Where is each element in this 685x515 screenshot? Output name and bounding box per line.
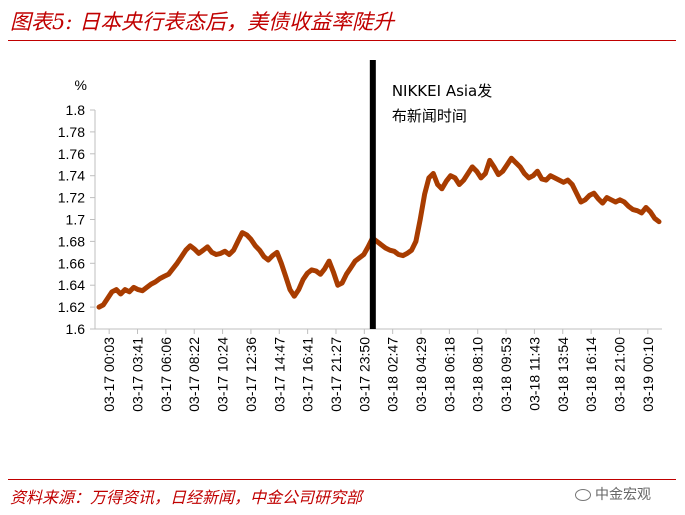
x-tick-label: 03-17 16:41 xyxy=(300,337,316,412)
y-tick-label: 1.7 xyxy=(66,212,86,228)
y-tick-label: 1.64 xyxy=(58,277,85,293)
x-tick-label: 03-17 08:22 xyxy=(186,337,202,412)
x-tick-label: 03-17 14:47 xyxy=(271,337,287,412)
title-divider xyxy=(8,40,676,41)
y-tick-label: 1.6 xyxy=(66,321,86,337)
event-annotation-line-1: NIKKEI Asia发 xyxy=(392,82,492,100)
x-tick-label: 03-18 06:18 xyxy=(441,337,457,412)
x-tick-label: 03-18 09:53 xyxy=(498,337,514,412)
event-annotation-line-2: 布新闻时间 xyxy=(392,107,467,125)
x-tick-label: 03-18 08:10 xyxy=(470,337,486,412)
y-tick-label: 1.8 xyxy=(66,102,86,118)
x-tick-label: 03-17 23:50 xyxy=(356,337,372,412)
source-note: 资料来源：万得资讯，日经新闻，中金公司研究部 xyxy=(10,488,363,507)
x-tick-label: 03-17 10:24 xyxy=(215,337,231,412)
x-tick-label: 03-17 12:36 xyxy=(243,337,259,412)
y-tick-label: 1.72 xyxy=(58,190,85,206)
x-tick-label: 03-18 11:43 xyxy=(526,337,542,411)
x-tick-label: 03-18 21:00 xyxy=(611,337,627,412)
yield-series-line xyxy=(96,155,662,310)
y-tick-label: 1.74 xyxy=(58,168,85,184)
x-tick-label: 03-17 21:27 xyxy=(328,337,344,412)
wechat-icon xyxy=(575,489,591,501)
y-tick-label: 1.78 xyxy=(58,124,85,140)
y-tick-label: 1.66 xyxy=(58,255,85,271)
chart-title: 图表5: 日本央行表态后，美债收益率陡升 xyxy=(10,10,395,34)
footer-divider xyxy=(8,479,676,480)
x-tick-label: 03-18 04:29 xyxy=(413,337,429,412)
y-axis-unit: % xyxy=(75,77,87,93)
x-tick-label: 03-17 00:03 xyxy=(101,337,117,412)
watermark-text: 中金宏观 xyxy=(595,487,651,503)
x-tick-label: 03-18 16:14 xyxy=(583,337,599,412)
x-tick-label: 03-17 03:41 xyxy=(130,337,146,412)
x-tick-label: 03-18 02:47 xyxy=(385,337,401,412)
y-tick-label: 1.76 xyxy=(58,146,85,162)
x-tick-label: 03-17 06:06 xyxy=(158,337,174,412)
y-tick-label: 1.62 xyxy=(58,299,85,315)
y-tick-label: 1.68 xyxy=(58,233,85,249)
x-tick-label: 03-19 00:10 xyxy=(640,337,656,412)
line-chart: % 1.8 1.78 1.76 1.74 1.72 1.7 1.68 1.66 1.64 1.62 1… xyxy=(58,60,662,412)
x-tick-label: 03-18 13:54 xyxy=(555,337,571,412)
watermark: 中金宏观 xyxy=(575,484,651,504)
